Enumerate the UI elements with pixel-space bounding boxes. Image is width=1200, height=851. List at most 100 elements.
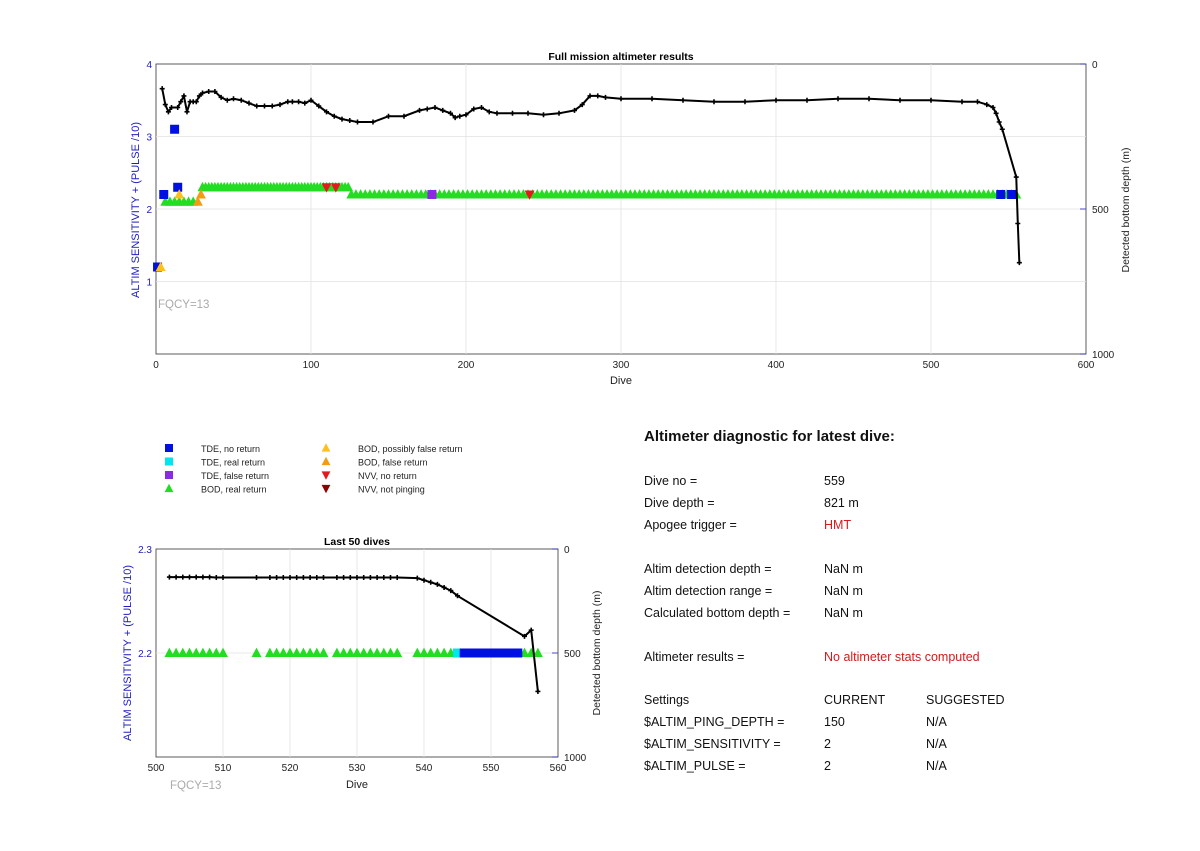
y-tick-label: 2.3	[138, 545, 152, 556]
depth-point	[331, 113, 337, 119]
depth-point	[287, 574, 293, 580]
bod-real-return-marker	[378, 647, 389, 658]
tde-no-return-marker	[466, 648, 476, 658]
depth-point	[180, 574, 186, 580]
legend-nvv-not-pinging-icon	[321, 484, 331, 494]
depth-point	[321, 574, 326, 580]
bod-real-return-marker	[439, 647, 450, 658]
legend-bod-real-return-icon	[164, 483, 174, 493]
bod-real-return-marker	[278, 647, 289, 658]
bod-real-return-marker	[532, 647, 543, 658]
nvv-no-return-marker	[524, 190, 535, 200]
depth-point	[479, 105, 484, 110]
top-plot-y2-ticks: 0 500 1000	[1080, 60, 1115, 361]
depth-point	[307, 574, 313, 580]
depth-point	[196, 93, 202, 99]
depth-point	[193, 574, 199, 580]
legend-bod-possibly-false-icon	[321, 443, 331, 452]
depth-point	[162, 102, 168, 108]
bod-real-return-marker	[191, 647, 202, 658]
depth-point	[401, 113, 407, 119]
y-tick-label: 4	[146, 60, 152, 71]
depth-point	[452, 115, 458, 121]
depth-point	[213, 574, 219, 580]
bod-real-return-marker	[291, 647, 302, 658]
depth-point	[280, 574, 286, 580]
bod-real-return-marker	[419, 647, 429, 658]
bod-false-return-marker	[196, 189, 206, 199]
tde-no-return-marker	[513, 648, 523, 658]
settings-header-label: Settings	[644, 693, 690, 707]
legend-label: NVV, not pinging	[358, 485, 425, 495]
bod-false-return-marker	[192, 196, 203, 206]
depth-point	[1015, 221, 1021, 226]
depth-point	[866, 96, 872, 102]
marker-legend: TDE, no return TDE, real return TDE, false…	[164, 443, 463, 495]
depth-point	[486, 109, 492, 115]
depth-point	[773, 97, 779, 103]
bod-possibly-false-marker	[155, 261, 166, 272]
depth-point	[173, 574, 179, 580]
legend-label: TDE, real return	[201, 458, 265, 468]
bod-real-return-marker	[197, 647, 208, 658]
depth-point	[424, 106, 430, 112]
tde-no-return-marker	[996, 190, 1006, 199]
y2-tick-label: 1000	[564, 753, 587, 764]
bottom-plot-ylabel: ALTIM SENSITIVITY + (PULSE /10)	[122, 565, 134, 741]
dive-no-label: Dive no =	[644, 474, 698, 488]
depth-point	[181, 93, 187, 99]
depth-point	[184, 109, 190, 115]
top-plot-ylabel: ALTIM SENSITIVITY + (PULSE /10)	[130, 122, 142, 298]
tde-false-return-marker	[427, 190, 437, 199]
bod-real-return-marker	[211, 647, 222, 658]
top-plot-xlabel: Dive	[610, 375, 632, 387]
depth-point	[355, 119, 360, 125]
bod-real-return-marker	[331, 647, 342, 658]
depth-point	[354, 574, 360, 580]
depth-point	[200, 90, 205, 96]
legend-label: BOD, real return	[201, 485, 267, 495]
depth-point	[440, 107, 446, 113]
setting-name: $ALTIM_PING_DEPTH =	[644, 715, 785, 729]
depth-point	[212, 89, 218, 95]
tde-no-return-marker	[173, 182, 183, 192]
depth-point	[711, 99, 717, 105]
depth-point	[959, 99, 965, 105]
top-plot-title: Full mission altimeter results	[548, 51, 693, 63]
bod-real-return-marker	[171, 647, 182, 658]
bottom-plot-xlabel: Dive	[346, 779, 368, 791]
y-tick-label: 1	[146, 278, 152, 289]
bottom-plot-depth-series	[166, 574, 541, 694]
depth-point	[246, 100, 252, 106]
depth-point	[618, 96, 624, 102]
depth-point	[324, 109, 329, 115]
y2-tick-label: 0	[564, 545, 570, 556]
depth-point	[494, 110, 500, 116]
depth-point	[370, 119, 376, 125]
setting-suggested: N/A	[926, 759, 947, 773]
bod-real-return-marker	[204, 647, 215, 658]
depth-point	[341, 574, 347, 580]
x-tick-label: 200	[458, 360, 475, 371]
x-tick-label: 600	[1078, 360, 1095, 371]
bod-real-return-marker	[164, 647, 175, 658]
depth-point	[996, 119, 1002, 125]
y2-tick-label: 500	[564, 649, 581, 660]
depth-point	[463, 112, 469, 118]
bod-real-return-marker	[251, 647, 262, 658]
y-tick-label: 2	[146, 205, 152, 216]
bod-real-return-marker	[412, 647, 423, 658]
setting-suggested: N/A	[926, 737, 947, 751]
tde-no-return-marker	[153, 262, 163, 272]
depth-point	[267, 574, 273, 580]
depth-point	[187, 574, 192, 580]
y-tick-label: 3	[146, 133, 152, 144]
depth-point	[339, 116, 345, 122]
settings-header-current: CURRENT	[824, 693, 886, 707]
depth-point	[218, 94, 224, 100]
calculated-bottom-depth-label: Calculated bottom depth =	[644, 606, 791, 620]
legend-label: TDE, false return	[201, 471, 269, 481]
depth-point	[441, 584, 447, 590]
depth-point	[296, 99, 302, 105]
bottom-plot-fqcy-note: FQCY=13	[170, 780, 221, 792]
